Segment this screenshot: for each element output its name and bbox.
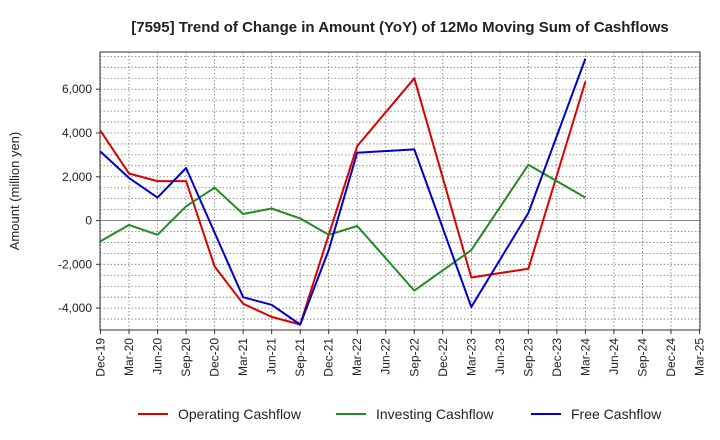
series-lines	[99, 58, 587, 326]
series-line-free-cashflow	[99, 58, 587, 326]
series-line-investing-cashflow	[100, 163, 586, 292]
x-tick-label: Dec-21	[322, 338, 336, 377]
x-tick-label: Jun-24	[607, 338, 621, 375]
x-tick-label: Mar-22	[350, 338, 364, 376]
series-line-operating-cashflow	[99, 77, 587, 326]
x-tick-label: Sep-20	[179, 338, 193, 377]
x-tick-label: Mar-23	[464, 338, 478, 376]
y-tick-label: 4,000	[62, 126, 92, 140]
x-axis-ticks: Dec-19 Mar-20 Jun-20 Sep-20 Dec-20 Mar-21 Jun-…	[94, 330, 707, 377]
plot-frame	[99, 51, 701, 331]
x-tick-label: Dec-22	[436, 338, 450, 377]
x-tick-label: Jun-20	[151, 338, 165, 375]
y-axis-ticks: -4,000 -2,000 0 2,000 4,000 6,000	[58, 82, 100, 315]
x-tick-label: Sep-24	[635, 338, 649, 377]
y-tick-label: 0	[85, 214, 92, 228]
y-tick-label: 6,000	[62, 82, 92, 96]
x-tick-label: Mar-20	[122, 338, 136, 376]
y-tick-label: -4,000	[58, 301, 92, 315]
x-tick-label: Jun-21	[265, 338, 279, 375]
legend-label-operating-cashflow: Operating Cashflow	[178, 406, 302, 422]
legend-label-investing-cashflow: Investing Cashflow	[376, 406, 494, 422]
x-tick-label: Dec-20	[208, 338, 222, 377]
plot-area	[100, 52, 700, 330]
x-tick-label: Jun-23	[493, 338, 507, 375]
x-tick-label: Mar-21	[236, 338, 250, 376]
x-tick-label: Sep-22	[407, 338, 421, 377]
x-tick-label: Dec-24	[664, 338, 678, 377]
y-axis-label: Amount (million yen)	[7, 132, 22, 251]
y-tick-label: -2,000	[58, 257, 92, 271]
x-tick-label: Sep-23	[521, 338, 535, 377]
x-tick-label: Dec-23	[550, 338, 564, 377]
x-tick-label: Sep-21	[293, 338, 307, 377]
x-tick-label: Mar-25	[693, 338, 707, 376]
x-tick-label: Dec-19	[94, 338, 108, 377]
x-tick-label: Jun-22	[379, 338, 393, 375]
chart-title: [7595] Trend of Change in Amount (YoY) o…	[131, 19, 669, 36]
legend: Operating Cashflow Investing Cashflow Free…	[138, 406, 662, 422]
y-tick-label: 2,000	[62, 170, 92, 184]
x-tick-label: Mar-24	[578, 338, 592, 376]
legend-label-free-cashflow: Free Cashflow	[571, 406, 662, 422]
